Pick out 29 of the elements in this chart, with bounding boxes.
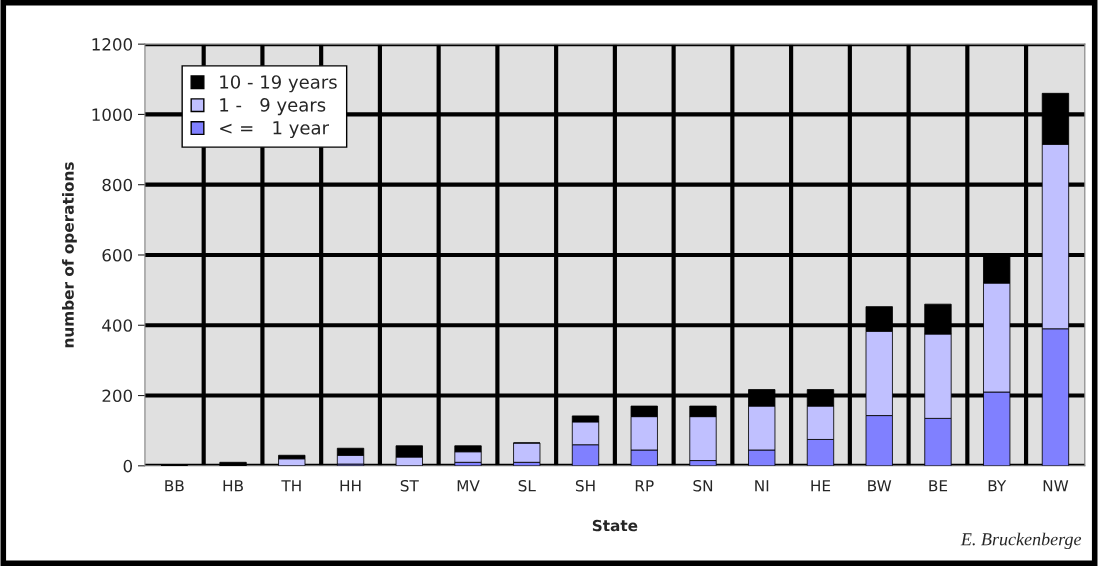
x-tick-label: HE: [811, 480, 831, 492]
y-tick-label: 0: [123, 459, 133, 473]
legend-label: 10 - 19 years: [220, 75, 337, 93]
x-tick-label: NI: [755, 480, 769, 492]
x-axis-title: State: [592, 519, 638, 532]
y-axis-title: number of operations: [62, 162, 77, 348]
x-tick-label: MV: [457, 480, 480, 492]
x-tick-label: TH: [281, 480, 301, 492]
y-tick-label: 200: [102, 389, 133, 403]
x-tick-label: BB: [165, 480, 184, 492]
x-tick-label: HH: [340, 480, 361, 492]
x-tick-label: BY: [988, 480, 1007, 492]
x-tick-label: SL: [518, 479, 536, 492]
x-tick-label: BW: [868, 480, 892, 492]
y-tick-label: 800: [102, 178, 133, 192]
x-tick-label: BE: [929, 480, 948, 492]
x-tick-label: NW: [1043, 480, 1069, 492]
y-tick-label: 600: [102, 248, 133, 262]
legend-label: 1 - 9 years: [220, 98, 326, 116]
y-tick-label: 1200: [92, 38, 133, 51]
y-tick-label: 400: [102, 319, 133, 332]
x-tick-label: SH: [575, 479, 595, 492]
legend-label: < = 1 year: [220, 121, 329, 139]
y-tick-label: 1000: [92, 108, 133, 121]
x-tick-label: SN: [693, 479, 713, 492]
text: E. Bruckenberge: [960, 532, 1082, 550]
x-tick-label: ST: [400, 479, 419, 492]
x-tick-label: RP: [635, 480, 654, 492]
x-tick-label: HB: [223, 480, 243, 492]
